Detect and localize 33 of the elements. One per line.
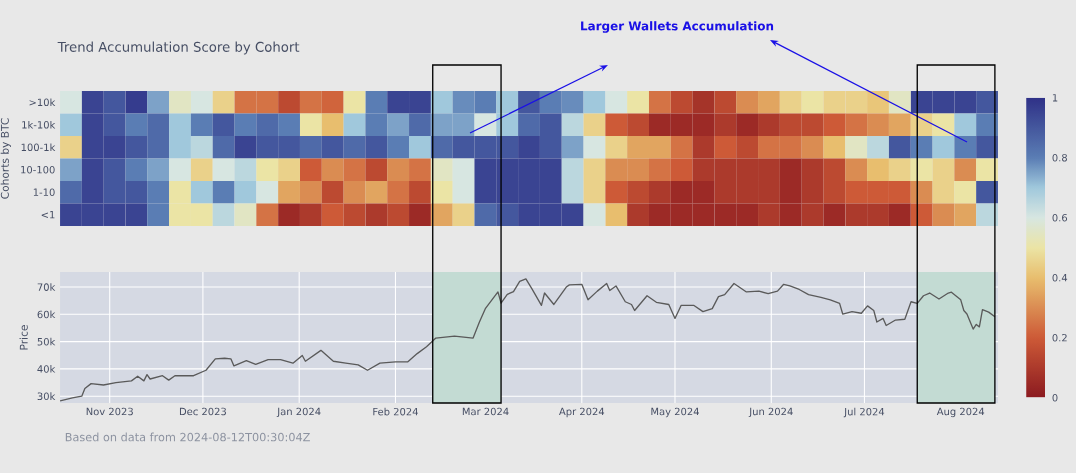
x-tick-label: Jan 2024	[276, 407, 321, 418]
x-tick-label: Feb 2024	[373, 407, 418, 416]
y-tick-label: 30k	[37, 392, 56, 401]
y-tick-label: <1	[41, 211, 55, 219]
text: Larger Wallets Accumulation	[581, 21, 774, 33]
x-tick-label: Dec 2023	[179, 407, 226, 416]
x-tick-label: Nov 2023	[86, 407, 133, 416]
y-tick-label: 70k	[37, 283, 56, 291]
color-bar-label: 0.2	[1052, 333, 1067, 342]
x-tick-label: May 2024	[651, 407, 699, 418]
x-tick-label: Mar 2024	[462, 407, 509, 416]
y-tick-label: 100-1k	[21, 143, 56, 152]
color-bar-label: 0.6	[1052, 213, 1068, 222]
x-tick-label: Aug 2024	[936, 407, 985, 418]
x-tick-label: Apr 2024	[559, 407, 605, 418]
y-tick-label: >10k	[29, 98, 56, 107]
color-bar-label: 0.4	[1052, 273, 1068, 282]
line-series	[60, 278, 996, 402]
y-tick-label: 40k	[37, 365, 56, 373]
color-bar-label: 0	[1052, 393, 1058, 402]
x-tick-label: Jun 2024	[748, 407, 793, 418]
y-axis-title: Price	[19, 325, 28, 350]
color-bar-label: 1	[1052, 94, 1058, 102]
y-tick-label: 1k-10k	[22, 120, 56, 129]
y-tick-label: 10-100	[21, 165, 55, 174]
text: Based on data from 2024-08-12T00:30:04Z	[65, 432, 310, 442]
y-tick-label: 50k	[37, 337, 56, 346]
chart-title: Trend Accumulation Score by Cohort	[57, 41, 300, 55]
y-tick-label: 1-10	[33, 188, 55, 197]
y-axis-title: Cohorts by BTC	[0, 118, 11, 199]
x-tick-label: Jul 2024	[843, 407, 885, 418]
color-bar-label: 0.8	[1052, 153, 1067, 162]
y-tick-label: 60k	[37, 310, 56, 319]
